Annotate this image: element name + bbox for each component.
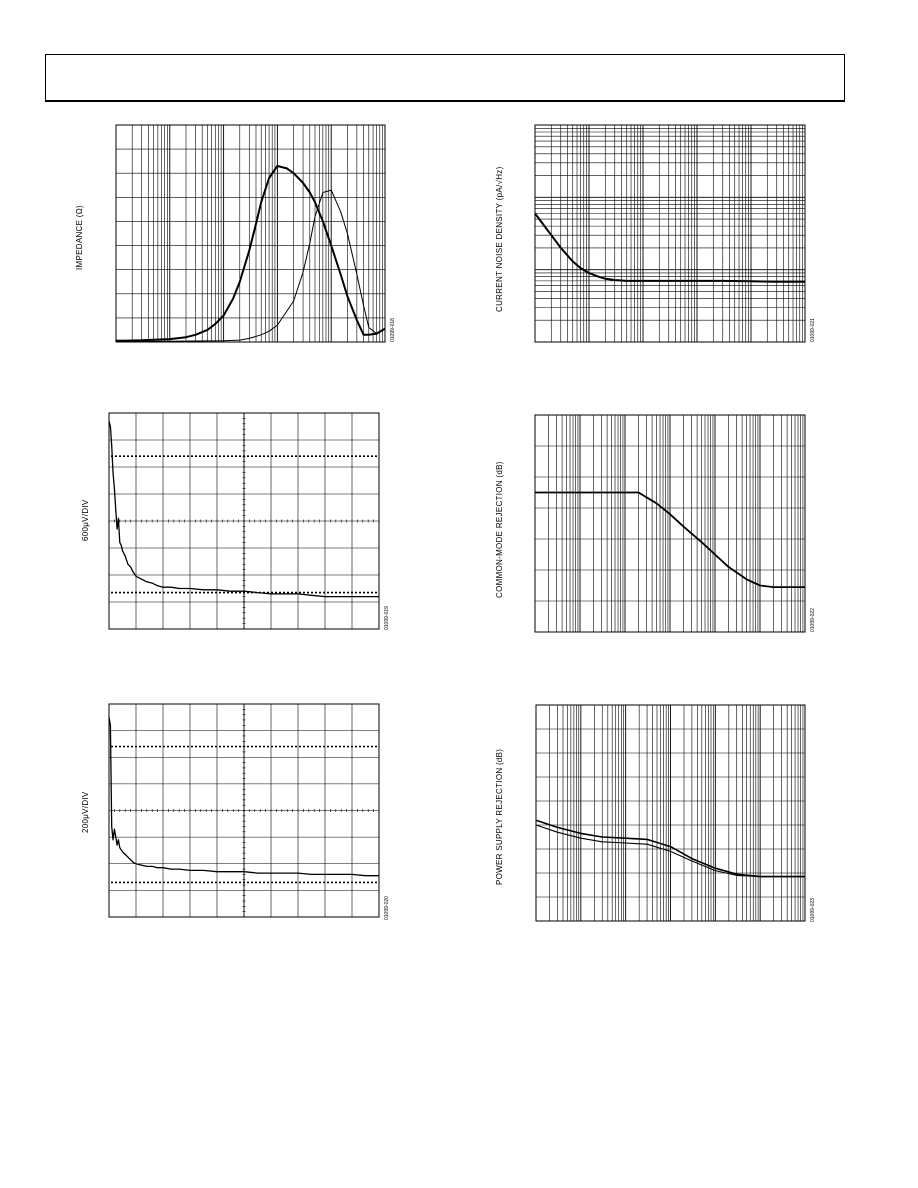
psrr-y-axis-label: POWER SUPPLY REJECTION (dB) — [495, 748, 504, 885]
page-header-frame — [45, 54, 845, 102]
series-line-2 — [535, 824, 805, 878]
series-line-1 — [108, 420, 379, 598]
psrr-chart — [535, 704, 806, 922]
current-noise-figure-id: 01099-021 — [810, 318, 816, 342]
current-noise-plot-area — [534, 124, 806, 343]
waveform-600-chart — [108, 412, 380, 630]
plot-frame — [115, 124, 386, 343]
series-line-1 — [534, 212, 805, 283]
waveform-200-y-axis-label: 200μV/DIV — [81, 791, 90, 833]
current-noise-y-axis-label: CURRENT NOISE DENSITY (pA/√Hz) — [495, 166, 504, 312]
cmrr-figure-id: 01099-022 — [810, 608, 816, 632]
waveform-200-figure-id: 01099-020 — [384, 896, 390, 920]
series-line-1 — [108, 717, 379, 877]
impedance-figure-id: 01099-018 — [390, 318, 396, 342]
cmrr-plot-area — [534, 414, 806, 633]
waveform-200-chart — [108, 703, 380, 918]
waveform-600-figure-id: 01099-019 — [384, 606, 390, 630]
waveform-600-y-axis-label: 600μV/DIV — [81, 499, 90, 541]
current-noise-chart — [534, 124, 806, 343]
series-line-2 — [115, 189, 386, 342]
cmrr-chart — [534, 414, 806, 633]
psrr-plot-area — [535, 704, 806, 922]
impedance-plot-area — [115, 124, 386, 343]
series-line-1 — [115, 165, 386, 342]
plot-frame — [534, 124, 806, 343]
series-line-1 — [535, 491, 805, 589]
waveform-200-plot-area — [108, 703, 380, 918]
psrr-figure-id: 01099-023 — [810, 898, 816, 922]
impedance-y-axis-label: IMPEDANCE (Ω) — [75, 205, 84, 270]
cmrr-y-axis-label: COMMON-MODE REJECTION (dB) — [495, 461, 504, 598]
impedance-chart — [115, 124, 386, 343]
waveform-600-plot-area — [108, 412, 380, 630]
